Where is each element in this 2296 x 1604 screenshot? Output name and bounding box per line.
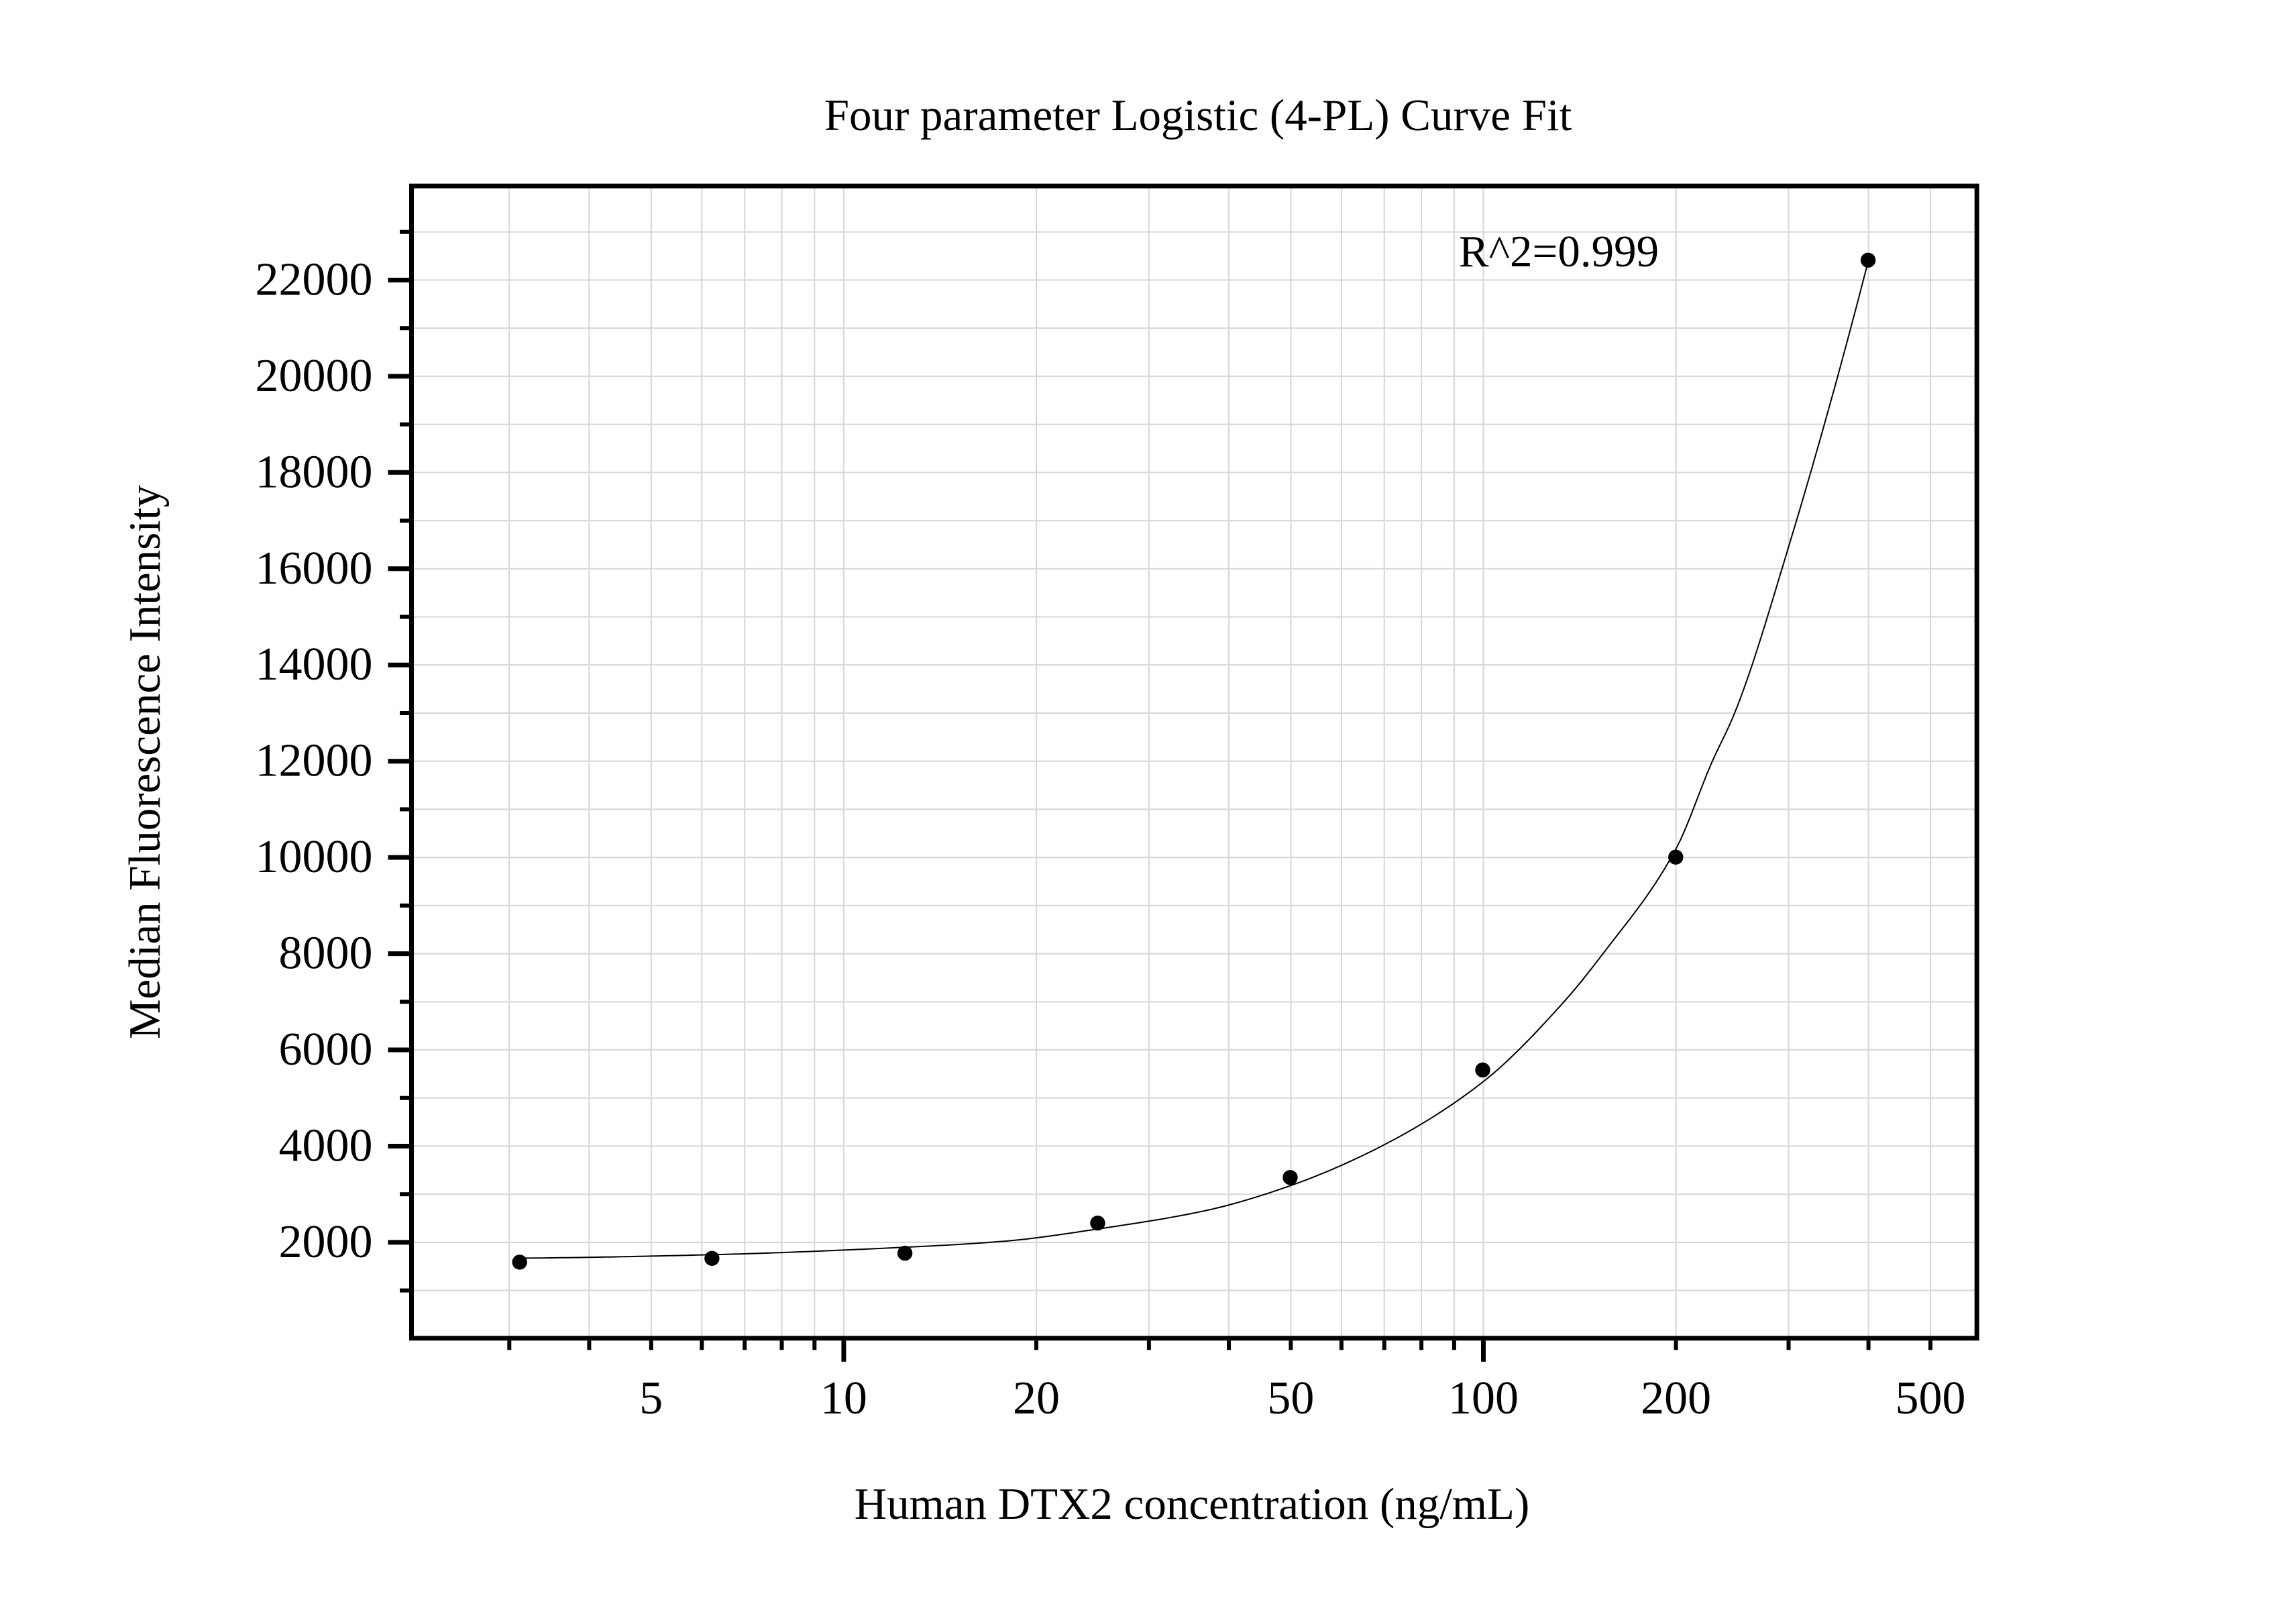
svg-text:4000: 4000 xyxy=(279,1120,373,1172)
svg-text:22000: 22000 xyxy=(256,254,373,306)
svg-text:200: 200 xyxy=(1641,1373,1711,1424)
svg-text:2000: 2000 xyxy=(279,1216,373,1268)
svg-text:Median Fluorescence Intensity: Median Fluorescence Intensity xyxy=(120,484,170,1039)
svg-text:16000: 16000 xyxy=(256,543,373,594)
svg-text:500: 500 xyxy=(1896,1373,1966,1424)
svg-text:100: 100 xyxy=(1448,1373,1519,1424)
svg-text:20000: 20000 xyxy=(256,350,373,402)
svg-text:6000: 6000 xyxy=(279,1024,373,1075)
svg-text:50: 50 xyxy=(1267,1373,1314,1424)
svg-text:10000: 10000 xyxy=(256,831,373,883)
svg-text:Four parameter Logistic (4-PL): Four parameter Logistic (4-PL) Curve Fit xyxy=(824,91,1572,140)
svg-text:R^2=0.999: R^2=0.999 xyxy=(1459,227,1659,276)
svg-text:10: 10 xyxy=(820,1373,867,1424)
svg-text:8000: 8000 xyxy=(279,928,373,979)
svg-text:Human DTX2 concentration (ng/m: Human DTX2 concentration (ng/mL) xyxy=(855,1479,1530,1529)
svg-text:20: 20 xyxy=(1013,1373,1060,1424)
svg-text:12000: 12000 xyxy=(256,735,373,787)
svg-text:18000: 18000 xyxy=(256,446,373,498)
svg-text:14000: 14000 xyxy=(256,639,373,690)
svg-text:5: 5 xyxy=(639,1373,663,1424)
